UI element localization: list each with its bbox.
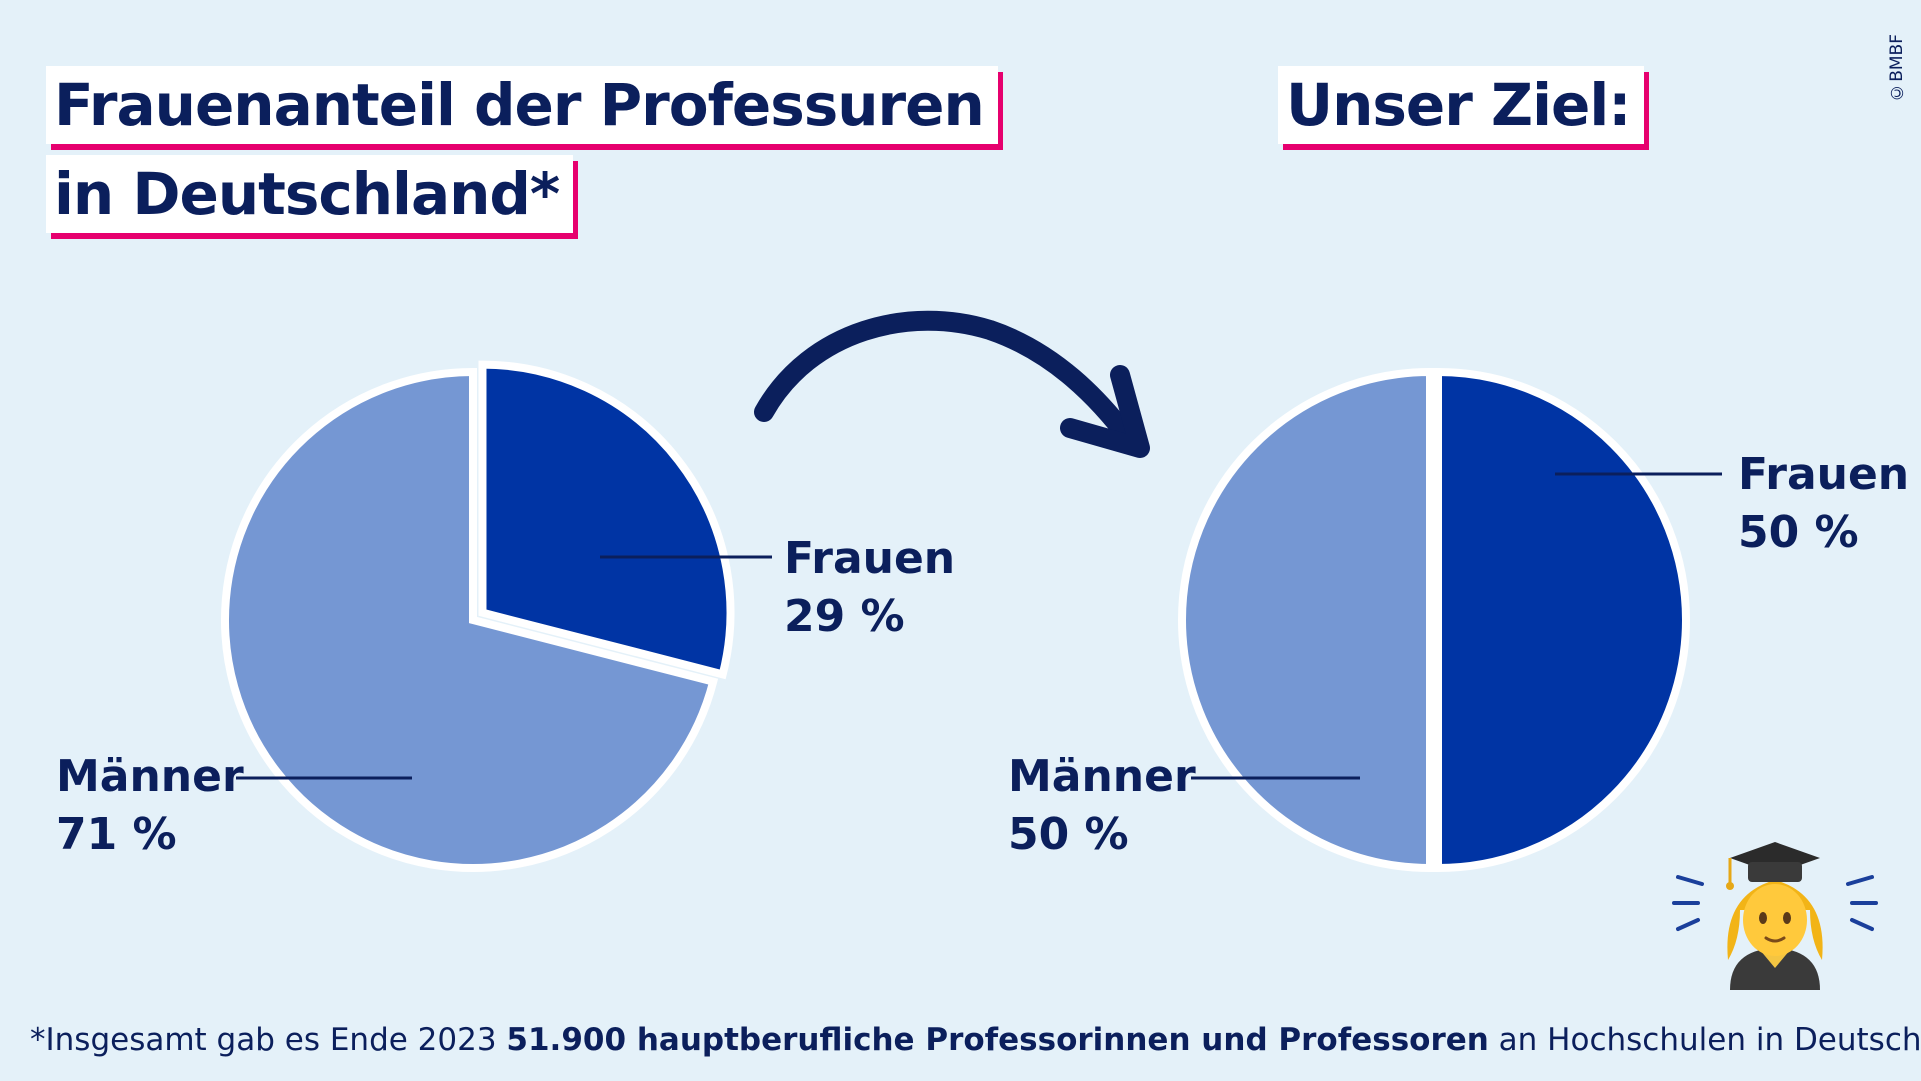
slice-label: Männer (1008, 751, 1196, 802)
footnote-prefix: *Insgesamt gab es Ende 2023 (30, 1022, 507, 1058)
slice-label: Männer (56, 751, 244, 802)
slice-value: 71 % (56, 809, 177, 860)
pie-chart-current (221, 360, 772, 872)
footnote-suffix: an Hochschulen in Deutschland. (1498, 1022, 1921, 1058)
slice-label: Frauen (784, 533, 956, 584)
slice-value: 50 % (1738, 507, 1859, 558)
slice-label: Frauen (1738, 449, 1910, 500)
pie-slice-frauen (1434, 367, 1690, 873)
footnote-bold: 51.900 hauptberufliche Professorinnen un… (506, 1022, 1489, 1058)
label-maenner-current: Männer 71 % (56, 748, 244, 864)
pie-chart-goal (1178, 367, 1722, 873)
curved-arrow-icon (754, 310, 1140, 450)
pie-slice-frauen (478, 360, 735, 680)
footnote: *Insgesamt gab es Ende 2023 51.900 haupt… (30, 1022, 1921, 1058)
chart-title-line-2: in Deutschland* (46, 155, 574, 233)
pie-slice-maenner (221, 367, 719, 872)
slice-value: 29 % (784, 591, 905, 642)
label-frauen-goal: Frauen 50 % (1738, 446, 1909, 562)
woman-graduate-icon (1670, 840, 1880, 990)
curved-arrow-head-icon (1060, 365, 1150, 458)
chart-title-line-1: Frauenanteil der Professuren (46, 66, 998, 144)
label-maenner-goal: Männer 50 % (1008, 748, 1196, 864)
label-frauen-current: Frauen 29 % (784, 530, 955, 646)
slice-value: 50 % (1008, 809, 1129, 860)
goal-title: Unser Ziel: (1278, 66, 1645, 144)
pie-slice-maenner (1178, 367, 1434, 873)
